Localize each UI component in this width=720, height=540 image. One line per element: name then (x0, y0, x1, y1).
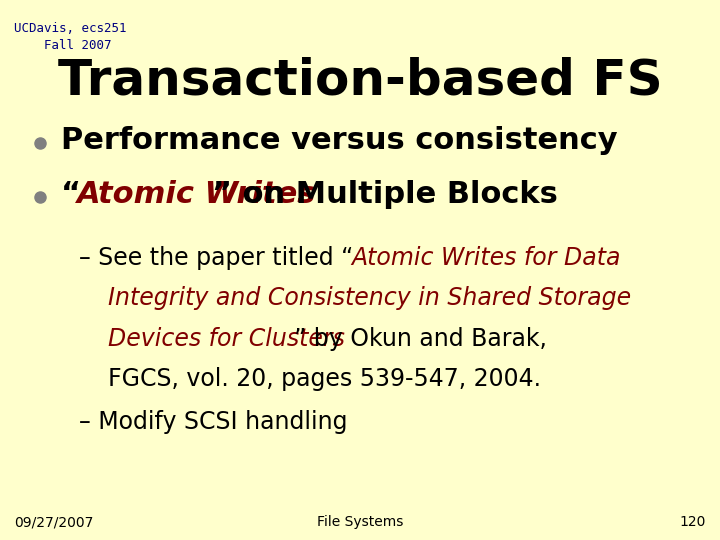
Text: ” by Okun and Barak,: ” by Okun and Barak, (294, 327, 546, 350)
Text: “: “ (61, 180, 81, 209)
Text: ” on Multiple Blocks: ” on Multiple Blocks (212, 180, 558, 209)
Text: – Modify SCSI handling: – Modify SCSI handling (79, 410, 348, 434)
Text: Transaction-based FS: Transaction-based FS (58, 57, 662, 105)
Text: UCDavis, ecs251
    Fall 2007: UCDavis, ecs251 Fall 2007 (14, 22, 127, 52)
Text: 120: 120 (679, 515, 706, 529)
Text: Integrity and Consistency in Shared Storage: Integrity and Consistency in Shared Stor… (108, 286, 631, 310)
Text: 09/27/2007: 09/27/2007 (14, 515, 94, 529)
Text: FGCS, vol. 20, pages 539-547, 2004.: FGCS, vol. 20, pages 539-547, 2004. (108, 367, 541, 391)
Text: – See the paper titled “: – See the paper titled “ (79, 246, 354, 269)
Text: Atomic Writes: Atomic Writes (77, 180, 316, 209)
Text: Atomic Writes for Data: Atomic Writes for Data (351, 246, 621, 269)
Text: Performance versus consistency: Performance versus consistency (61, 126, 618, 155)
Text: File Systems: File Systems (317, 515, 403, 529)
Text: Devices for Clusters: Devices for Clusters (108, 327, 345, 350)
